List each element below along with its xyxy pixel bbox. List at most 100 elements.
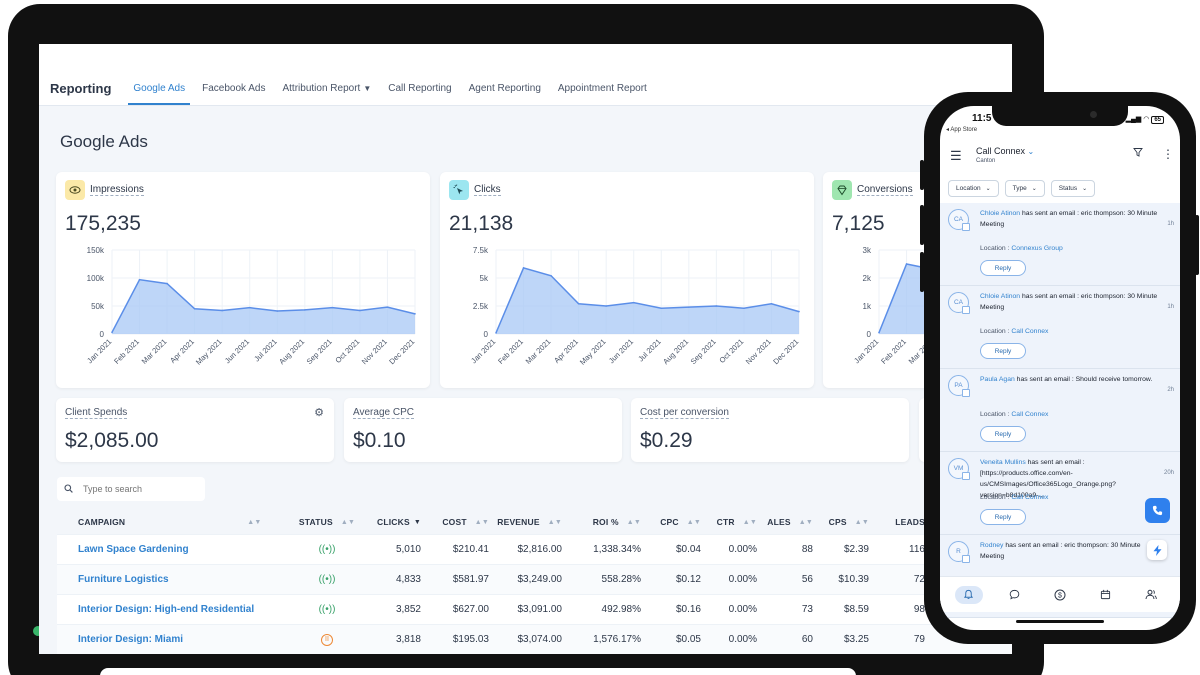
- location-label: Location :: [980, 494, 1012, 501]
- campaign-link[interactable]: Interior Design: Miami: [78, 634, 184, 645]
- feed-item[interactable]: VM Veneita Mullins has sent an email : [h…: [940, 452, 1180, 535]
- contact-name[interactable]: Chloie Atinon: [980, 210, 1021, 217]
- data-point: [495, 332, 497, 334]
- pause-icon[interactable]: II: [321, 634, 333, 646]
- cell-cost: $195.03: [452, 634, 489, 645]
- col-campaign[interactable]: CAMPAIGN ▲▼: [57, 517, 285, 527]
- stat-label[interactable]: Conversions: [857, 184, 913, 196]
- phone-call-button[interactable]: [1145, 498, 1170, 523]
- stat-label[interactable]: Clicks: [474, 184, 501, 196]
- feed-item[interactable]: PA Paula Agan has sent an email : Should …: [940, 369, 1180, 452]
- chip-status[interactable]: Status ⌄: [1050, 180, 1096, 197]
- col-sales[interactable]: SALES ▲▼: [767, 517, 823, 527]
- spend-label[interactable]: Client Spends: [65, 407, 128, 419]
- col-cost[interactable]: COST ▲▼: [431, 517, 497, 527]
- dollar-icon[interactable]: $: [1046, 586, 1074, 604]
- tab-google-ads[interactable]: Google Ads: [128, 73, 190, 105]
- campaign-link[interactable]: Interior Design: High-end Residential: [78, 604, 255, 615]
- client-spends-card: Client Spends ⚙ $2,085.00: [56, 398, 334, 462]
- chip-type[interactable]: Type ⌄: [1004, 180, 1045, 197]
- y-tick-label: 2k: [863, 274, 872, 283]
- cell-campaign: Lawn Space Gardening: [57, 544, 285, 555]
- broadcast-live-icon[interactable]: ((•)): [318, 544, 336, 555]
- calendar-icon[interactable]: [1092, 586, 1120, 604]
- col-status[interactable]: STATUS ▲▼: [285, 517, 369, 527]
- table-row[interactable]: Interior Design: High-end Residential ((•…: [57, 594, 1012, 624]
- x-tick-label: Apr 2021: [552, 337, 580, 365]
- chat-icon[interactable]: [1000, 586, 1028, 604]
- cell-cpc: $0.04: [675, 544, 701, 555]
- spend-label[interactable]: Cost per conversion: [640, 407, 729, 419]
- browser-top-area: [39, 44, 1012, 72]
- contact-name[interactable]: Paula Agan: [980, 376, 1015, 383]
- gear-icon[interactable]: ⚙: [314, 407, 324, 419]
- broadcast-live-icon[interactable]: ((•)): [318, 604, 336, 615]
- chip-location[interactable]: Location ⌄: [948, 180, 999, 197]
- col-ctr[interactable]: CTR ▲▼: [711, 517, 767, 527]
- cell-sales: 73: [801, 604, 813, 615]
- data-point: [359, 309, 361, 312]
- col-roi[interactable]: ROI % ▲▼: [571, 517, 651, 527]
- tab-appointment-report[interactable]: Appointment Report: [557, 83, 647, 94]
- chip-label: Location: [956, 185, 981, 192]
- reply-button[interactable]: Reply: [980, 426, 1026, 442]
- tab-facebook-ads[interactable]: Facebook Ads: [202, 83, 266, 94]
- col-revenue[interactable]: REVENUE ▲▼: [497, 517, 571, 527]
- back-to-app-store[interactable]: ◂ App Store: [946, 127, 978, 133]
- account-location: Canton: [976, 158, 996, 164]
- location-link[interactable]: Connexus Group: [1011, 245, 1063, 252]
- filter-icon[interactable]: [1133, 147, 1143, 160]
- contact-name[interactable]: Veneita Mullins: [980, 459, 1026, 466]
- tab-attribution-label: Attribution Report: [282, 83, 361, 94]
- location-link[interactable]: Call Connex: [1011, 328, 1049, 335]
- contact-name[interactable]: Rodney: [980, 542, 1004, 549]
- col-leads[interactable]: LEADS: [879, 517, 933, 527]
- cell-cost: $210.41: [452, 544, 489, 555]
- stat-label[interactable]: Impressions: [90, 184, 144, 196]
- table-row[interactable]: Lawn Space Gardening ((•)) 5,010 $210.41 $2,…: [57, 534, 1012, 564]
- cell-revenue: $2,816.00: [517, 544, 563, 555]
- x-tick-label: Sep 2021: [689, 337, 718, 366]
- tab-attribution-report[interactable]: Attribution Report ▼: [282, 73, 371, 104]
- data-point: [770, 302, 773, 305]
- data-point: [905, 263, 908, 265]
- search-input[interactable]: [83, 484, 193, 494]
- reply-button[interactable]: Reply: [980, 509, 1026, 525]
- avatar: R: [948, 541, 970, 563]
- series-area: [112, 279, 415, 334]
- x-tick-label: Nov 2021: [360, 337, 389, 366]
- data-point: [304, 309, 306, 311]
- broadcast-live-icon[interactable]: ((•)): [318, 574, 336, 585]
- account-switcher[interactable]: Call Connex ⌄: [976, 146, 1034, 156]
- location-link[interactable]: Call Connex: [1011, 494, 1049, 501]
- spend-label[interactable]: Average CPC: [353, 407, 414, 419]
- cell-clicks: 3,818: [395, 634, 421, 645]
- col-cpc[interactable]: CPC ▲▼: [651, 517, 711, 527]
- menu-icon[interactable]: ☰: [950, 148, 962, 163]
- table-row[interactable]: Furniture Logistics ((•)) 4,833 $581.97 $3,2…: [57, 564, 1012, 594]
- feed-message: has sent an email : eric thompson: 30 Mi…: [980, 293, 1158, 311]
- reply-button[interactable]: Reply: [980, 343, 1026, 359]
- impressions-card: Impressions 175,235 150k 100k 50k 0 Jan 2021…: [56, 172, 430, 388]
- reply-button[interactable]: Reply: [980, 260, 1026, 276]
- tab-call-reporting[interactable]: Call Reporting: [388, 83, 452, 94]
- bell-icon[interactable]: [954, 585, 983, 604]
- campaign-link[interactable]: Lawn Space Gardening: [78, 544, 189, 555]
- col-clicks[interactable]: CLICKS ▼: [369, 517, 431, 527]
- more-vertical-icon[interactable]: ⋮: [1162, 147, 1174, 161]
- campaign-link[interactable]: Furniture Logistics: [78, 574, 169, 585]
- chip-label: Type: [1012, 185, 1027, 192]
- lightning-icon[interactable]: [1147, 540, 1167, 560]
- tab-agent-reporting[interactable]: Agent Reporting: [468, 83, 541, 94]
- contacts-icon[interactable]: [1137, 586, 1165, 604]
- feed-item[interactable]: CA Chloie Atinon has sent an email : eric…: [940, 203, 1180, 286]
- col-cps[interactable]: CPS ▲▼: [823, 517, 879, 527]
- cell-cpc: $0.05: [675, 634, 701, 645]
- feed-text: Chloie Atinon has sent an email : eric t…: [980, 291, 1158, 313]
- stat-value: 175,235: [65, 212, 141, 235]
- feed-item[interactable]: CA Chloie Atinon has sent an email : eric…: [940, 286, 1180, 369]
- data-point: [878, 331, 880, 334]
- contact-name[interactable]: Chloie Atinon: [980, 293, 1021, 300]
- table-row[interactable]: Interior Design: Miami II 3,818 $195.03 $3,0…: [57, 624, 1012, 654]
- location-link[interactable]: Call Connex: [1011, 411, 1049, 418]
